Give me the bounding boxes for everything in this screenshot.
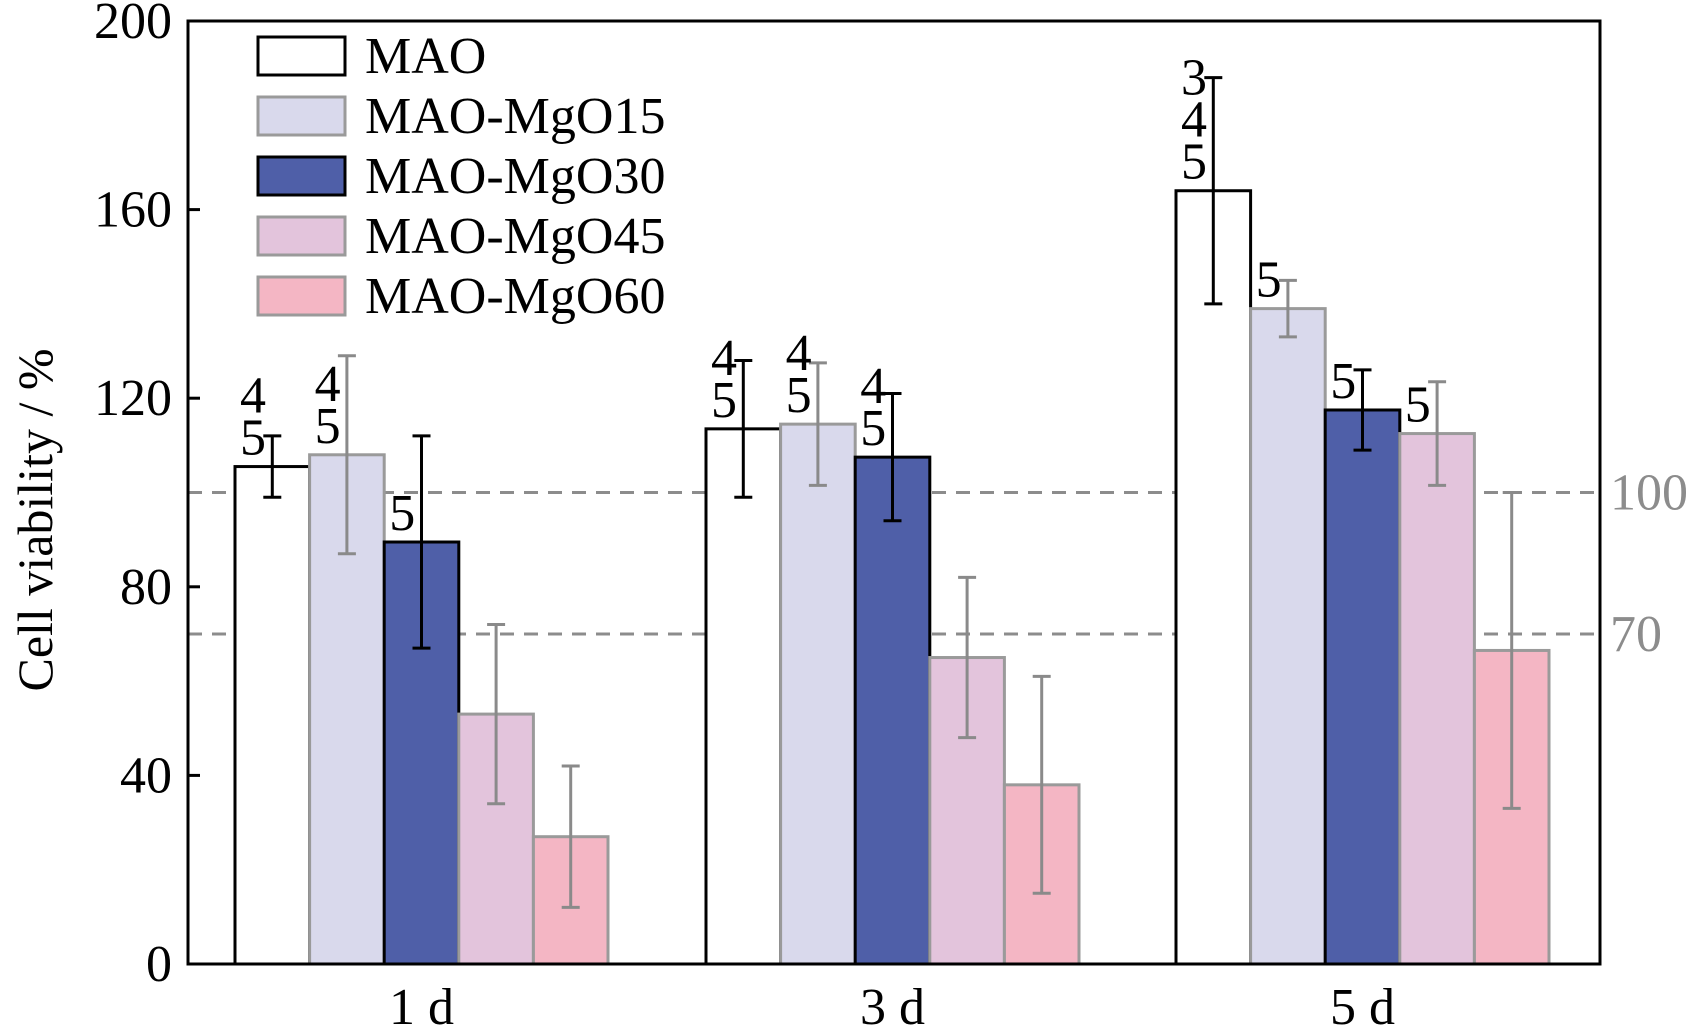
y-tick-label: 120: [94, 370, 172, 427]
significance-label: 5: [711, 372, 737, 429]
significance-label: 5: [786, 367, 812, 424]
significance-label: 5: [389, 485, 415, 542]
legend-label-MAO-MgO60: MAO-MgO60: [365, 268, 665, 325]
bar-MAO-MgO15-5 d: [1249, 307, 1327, 966]
significance-label: 3: [1181, 50, 1207, 107]
significance-label: 5: [315, 398, 341, 455]
y-axis-title: Cell viability / %: [7, 348, 63, 691]
legend-swatch-MAO-MgO30: [256, 155, 347, 197]
legend-label-MAO-MgO45: MAO-MgO45: [365, 208, 665, 265]
y-tick-label: 160: [94, 182, 172, 239]
significance-label: 5: [1256, 252, 1282, 309]
reference-label-70: 70: [1610, 606, 1662, 663]
bar-MAO-MgO30-3 d: [853, 455, 932, 966]
significance-label: 5: [1181, 134, 1207, 191]
significance-label: 4: [1181, 92, 1207, 149]
x-tick-label: 5 d: [1330, 979, 1395, 1031]
legend-label-MAO-MgO30: MAO-MgO30: [365, 148, 665, 205]
y-tick-label: 80: [120, 559, 172, 616]
axes: 0 40 80 120 160 200 1 d 3 d 5 d: [94, 0, 1395, 1031]
significance-label: 4: [860, 358, 886, 415]
bar-MAO-1 d: [233, 465, 312, 966]
error-bars: [263, 76, 1521, 909]
significance-label: 5: [240, 410, 266, 467]
bar-MAO-MgO30-5 d: [1323, 408, 1402, 966]
x-tick-label: 3 d: [860, 979, 925, 1031]
bars: [233, 189, 1551, 966]
legend-label-MAO-MgO15: MAO-MgO15: [365, 88, 665, 145]
y-tick-label: 200: [94, 0, 172, 50]
bar-MAO-MgO15-3 d: [779, 422, 857, 966]
significance-label: 4: [711, 330, 737, 387]
legend-swatch-MAO-MgO15: [256, 95, 347, 137]
bar-MAO-5 d: [1174, 189, 1253, 966]
significance-label: 5: [1405, 377, 1431, 434]
x-tick-label: 1 d: [389, 979, 454, 1031]
y-tick-label: 0: [146, 936, 172, 993]
legend-swatch-MAO: [256, 35, 347, 77]
legend-swatch-MAO-MgO45: [256, 215, 347, 257]
significance-label: 4: [240, 368, 266, 425]
significance-label: 5: [860, 400, 886, 457]
reference-label-100: 100: [1610, 465, 1688, 522]
y-tick-label: 40: [120, 747, 172, 804]
legend-swatch-MAO-MgO60: [256, 275, 347, 317]
bar-MAO-3 d: [704, 427, 783, 966]
significance-label: 4: [786, 325, 812, 382]
significance-label: 4: [315, 356, 341, 413]
bar-MAO-MgO45-5 d: [1398, 432, 1476, 966]
plot-frame: [186, 19, 1602, 966]
significance-label: 5: [1330, 353, 1356, 410]
legend-label-MAO: MAO: [365, 28, 486, 85]
